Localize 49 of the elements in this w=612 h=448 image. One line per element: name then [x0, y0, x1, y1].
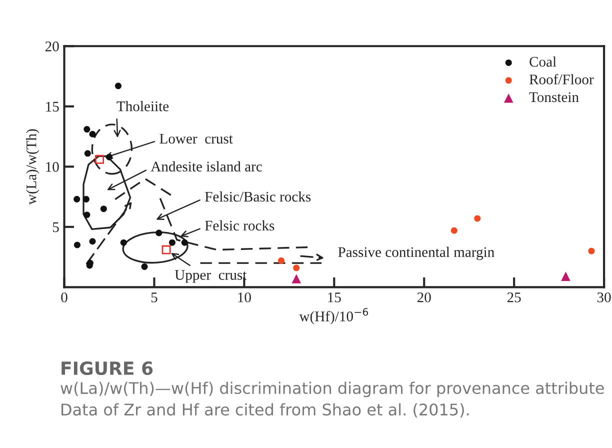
point — [74, 196, 80, 202]
point — [84, 150, 91, 157]
point — [278, 257, 285, 264]
point — [292, 274, 302, 284]
point — [168, 239, 176, 246]
point — [82, 196, 90, 202]
x-tick-label: 15 — [328, 292, 341, 302]
caption: FIGURE 6 — [62, 361, 153, 376]
annotation: Upper crust — [174, 270, 247, 283]
annotation: Lower crust — [160, 134, 233, 144]
point — [95, 154, 104, 164]
annotation: Andesite island arc — [150, 161, 262, 172]
point — [450, 227, 458, 234]
point — [561, 272, 570, 281]
point — [84, 212, 90, 218]
x-tick-label: 5 — [151, 292, 158, 302]
y-tick-label: 15 — [46, 102, 59, 112]
point — [156, 230, 162, 236]
x-tick-label: 10 — [238, 292, 251, 302]
point — [89, 238, 96, 245]
point — [293, 264, 300, 272]
point — [120, 239, 127, 246]
annotation: Passive continental margin — [338, 246, 494, 260]
point — [588, 248, 595, 254]
text: w(La)/w(Th)—w(Hf) discrimination diagram for provenance attribute Data of Zr and Hf are cited from Shao et al. (2015). — [60, 382, 604, 418]
legend-label: Roof/Floor — [529, 74, 594, 84]
point — [141, 263, 148, 270]
x-tick-label: 25 — [507, 292, 521, 302]
point — [474, 215, 481, 222]
point — [181, 239, 188, 246]
point — [162, 245, 171, 254]
y-tick-label: 5 — [52, 222, 59, 232]
y-axis-title: w(La)/w(Th) — [26, 129, 40, 205]
y-tick-label: 20 — [45, 42, 59, 52]
y-tick-label: 10 — [46, 162, 59, 172]
point — [100, 206, 107, 212]
legend-label: Tonstein — [529, 92, 579, 102]
x-axis-title: w(Hf)/10$^{−6}$ — [299, 308, 368, 324]
x-tick-label: 20 — [417, 292, 431, 302]
annotation: Tholeiite — [116, 100, 169, 112]
x-tick-label: 30 — [597, 292, 611, 302]
annotation: Felsic rocks — [205, 220, 274, 231]
point — [84, 126, 90, 133]
annotation: Felsic/Basic rocks — [205, 191, 311, 202]
legend-label: Coal — [530, 56, 556, 67]
point — [74, 242, 80, 248]
point — [114, 82, 122, 90]
point — [89, 130, 96, 138]
x-tick-label: 0 — [61, 292, 68, 302]
